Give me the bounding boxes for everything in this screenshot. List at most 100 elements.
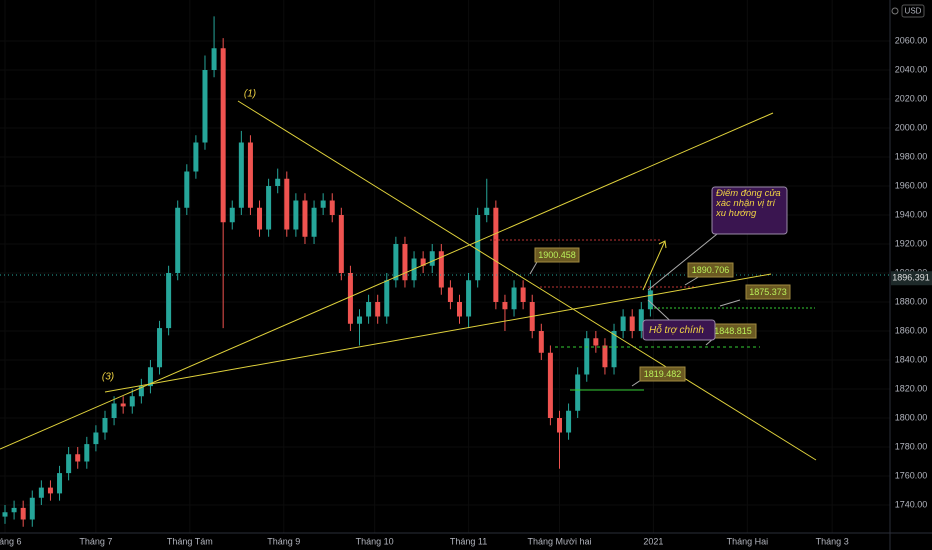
drawings: (1) (3) 1900.458 1890.706 1875.373 1848.…	[0, 89, 890, 461]
candle-body	[84, 444, 90, 462]
level-label: 1848.815	[714, 326, 752, 336]
x-tick-label: Tháng 11	[450, 536, 487, 546]
callout: Điểm đóng cửa xác nhận vị trí xu hướng	[716, 189, 781, 219]
candle-body	[347, 273, 353, 324]
level-box	[534, 247, 580, 263]
trend-line	[237, 100, 817, 461]
candle-body	[275, 178, 281, 187]
candle-body	[66, 454, 72, 474]
candle-body	[238, 142, 244, 208]
candle-body	[202, 70, 208, 143]
candle-body	[575, 374, 581, 411]
axes: 1740.00 1760.00 1780.00 1800.00 1820.00 1840.…	[0, 35, 932, 546]
callout-pointer	[529, 261, 538, 275]
candle-body	[147, 367, 153, 387]
candle-body	[556, 418, 562, 433]
y-tick-label: 2060.00	[895, 35, 928, 45]
candle-body	[602, 345, 608, 368]
y-tick-label: 1920.00	[895, 238, 928, 248]
trend-line	[104, 273, 772, 393]
candle-body	[220, 48, 226, 223]
candle-body	[211, 48, 217, 71]
y-tick-label: 1960.00	[895, 180, 928, 190]
level-box	[745, 284, 791, 300]
currency: USD	[905, 7, 922, 16]
candle-body	[138, 386, 144, 397]
candle-body	[57, 473, 63, 494]
candle-body	[484, 207, 490, 216]
candle-body	[520, 287, 526, 303]
support-label: Hỗ trợ chính	[649, 323, 704, 336]
candle-body	[120, 403, 126, 407]
x-tick-label: 2021	[643, 536, 663, 546]
x-tick-label: Tháng 7	[79, 536, 112, 546]
candle-body	[429, 251, 435, 266]
level-label: 1890.706	[692, 265, 730, 275]
candle-body	[438, 251, 444, 288]
x-tick-label: Tháng Tám	[167, 536, 213, 546]
candle-body	[311, 207, 317, 237]
settings-icon[interactable]	[891, 7, 899, 15]
candle-body	[357, 316, 363, 324]
candle-body	[420, 258, 426, 266]
y-tick-label: 1940.00	[895, 209, 928, 219]
y-tick-label: 1880.00	[895, 296, 928, 306]
y-tick-label: 2000.00	[895, 122, 928, 132]
level-label: 1819.482	[644, 369, 682, 379]
candle-body	[284, 178, 290, 230]
candle-body	[447, 287, 453, 303]
wave-label: (1)	[244, 89, 256, 100]
candle-body	[229, 207, 235, 223]
candle-body	[193, 142, 199, 172]
candle-body	[375, 302, 381, 317]
y-tick-label: 2020.00	[895, 93, 928, 103]
candle-body	[538, 331, 544, 353]
callout-pointer	[719, 299, 741, 307]
candle-body	[266, 186, 272, 230]
candle-body	[566, 410, 572, 433]
candle-body	[102, 418, 108, 433]
candle-body	[393, 244, 399, 281]
candle-body	[47, 487, 53, 494]
support-box	[642, 319, 716, 341]
level-box	[687, 262, 734, 278]
x-tick-label: Tháng 6	[0, 536, 22, 546]
y-tick-label: 1780.00	[895, 441, 928, 451]
candle-body	[38, 487, 44, 498]
x-tick-label: Tháng 3	[816, 536, 849, 546]
candle-body	[329, 200, 335, 216]
y-tick-label: 1820.00	[895, 383, 928, 393]
candles	[2, 16, 653, 527]
candle-body	[129, 396, 135, 407]
candle-body	[20, 507, 26, 520]
candle-body	[184, 171, 190, 208]
y-tick-label: 1840.00	[895, 354, 928, 364]
callout-box	[711, 186, 788, 235]
candle-body	[502, 302, 508, 310]
candle-body	[247, 142, 253, 208]
candle-body	[456, 302, 462, 317]
candle-body	[511, 287, 517, 310]
currency-box	[901, 4, 925, 18]
candle-body	[493, 207, 499, 303]
arrow-head	[658, 240, 667, 249]
candle-body	[157, 328, 163, 368]
candle-body	[547, 352, 553, 419]
candle-body	[620, 316, 626, 332]
x-tick-label: Tháng Mười hai	[528, 536, 592, 546]
candle-body	[320, 200, 326, 208]
callout-text: Điểm đóng cửa xác nhận vị trí xu hướng	[716, 189, 781, 219]
candle-body	[611, 331, 617, 368]
arrow	[642, 240, 666, 291]
candle-body	[93, 432, 99, 445]
candle-body	[638, 309, 644, 332]
candle-body	[629, 316, 635, 332]
candle-body	[366, 302, 372, 317]
candle-body	[257, 207, 263, 230]
y-tick-label: 1860.00	[895, 325, 928, 335]
candle-body	[11, 507, 17, 513]
x-tick-label: Tháng 10	[356, 536, 394, 546]
candle-body	[2, 512, 8, 517]
